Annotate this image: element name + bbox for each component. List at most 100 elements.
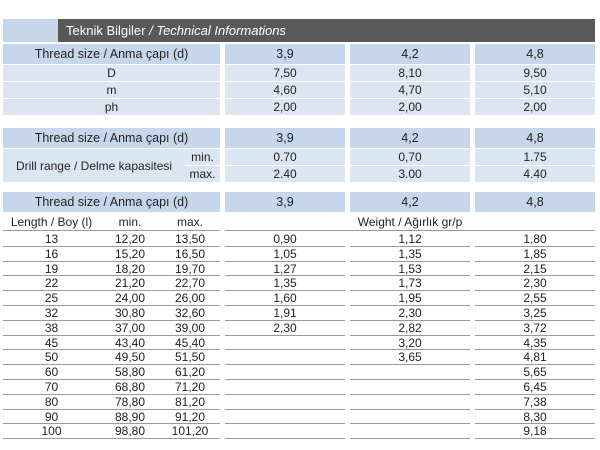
- thread-size: 4,2: [350, 128, 470, 148]
- length-cell: 15,20: [100, 247, 160, 262]
- weight-cell: 4,81: [475, 350, 595, 366]
- length-cell: 45: [3, 336, 100, 351]
- thread-size: 4,8: [475, 128, 595, 148]
- weight-cell: [225, 395, 345, 410]
- weight-cell: 1,73: [350, 276, 470, 292]
- weight-cell: [225, 336, 345, 351]
- weight-cell: 3,20: [350, 336, 470, 351]
- value: 2,00: [475, 99, 595, 115]
- value: 4,70: [350, 82, 470, 98]
- weight-cell: 2,30: [475, 276, 595, 292]
- length-cell: 68,80: [100, 380, 160, 395]
- weight-cell: [350, 380, 470, 395]
- value: 4,60: [225, 82, 345, 98]
- weight-cell: [350, 424, 470, 440]
- sub-label: max.: [185, 166, 220, 182]
- length-cell: 13,50: [160, 232, 220, 247]
- header-label: Thread size / Anma çapı (d): [3, 128, 220, 148]
- weight-cell: 6,45: [475, 380, 595, 395]
- length-cell: 78,80: [100, 395, 160, 410]
- length-cell: 100: [3, 424, 100, 440]
- length-cell: 50: [3, 350, 100, 366]
- length-cell: 101,20: [160, 424, 220, 440]
- weight-cell: [350, 365, 470, 380]
- weight-cell: 1,27: [225, 262, 345, 277]
- weight-cell: 1,35: [225, 276, 345, 292]
- weight-cell: 1,91: [225, 306, 345, 321]
- length-cell: 21,20: [100, 276, 160, 292]
- length-cell: 45,40: [160, 336, 220, 351]
- weight-cell: 7,38: [475, 395, 595, 410]
- length-cell: 71,20: [160, 380, 220, 395]
- value: 2.40: [225, 166, 345, 182]
- weight-cell: 3,72: [475, 321, 595, 336]
- value: 4.40: [475, 166, 595, 182]
- length-cell: 61,20: [160, 365, 220, 380]
- value: 9,50: [475, 65, 595, 81]
- length-cell: 70: [3, 380, 100, 395]
- length-cell: 80: [3, 395, 100, 410]
- length-cell: 22,70: [160, 276, 220, 292]
- thread-size: 4,2: [350, 192, 470, 212]
- column-header: Weight / Ağırlık gr/p: [225, 213, 595, 231]
- length-cell: 98,80: [100, 424, 160, 440]
- length-cell: 25: [3, 291, 100, 306]
- value: 0.70: [225, 149, 345, 165]
- header-subtitle: / Technical Informations: [149, 23, 286, 38]
- weight-cell: [350, 410, 470, 425]
- weight-cell: [225, 365, 345, 380]
- weight-cell: [225, 350, 345, 366]
- weight-cell: 2,30: [350, 306, 470, 321]
- column-header: min.: [100, 213, 160, 231]
- weight-cell: 1,53: [350, 262, 470, 277]
- length-cell: 39,00: [160, 321, 220, 336]
- row-label: ph: [3, 99, 220, 115]
- weight-cell: 2,82: [350, 321, 470, 336]
- length-cell: 81,20: [160, 395, 220, 410]
- weight-cell: 5,65: [475, 365, 595, 380]
- value: 2,00: [225, 99, 345, 115]
- length-cell: 13: [3, 232, 100, 247]
- length-cell: 43,40: [100, 336, 160, 351]
- length-cell: 91,20: [160, 410, 220, 425]
- value: 5,10: [475, 82, 595, 98]
- length-cell: 32: [3, 306, 100, 321]
- value: 2,00: [350, 99, 470, 115]
- length-cell: 58,80: [100, 365, 160, 380]
- length-cell: 16,50: [160, 247, 220, 262]
- weight-cell: 2,55: [475, 291, 595, 306]
- length-cell: 16: [3, 247, 100, 262]
- thread-size: 3,9: [225, 192, 345, 212]
- header-title: Teknik Bilgiler: [66, 23, 146, 38]
- weight-cell: 1,05: [225, 247, 345, 262]
- weight-cell: 1,35: [350, 247, 470, 262]
- length-cell: 22: [3, 276, 100, 292]
- row-label: Drill range / Delme kapasitesi: [3, 149, 185, 182]
- length-cell: 60: [3, 365, 100, 380]
- weight-cell: [225, 410, 345, 425]
- weight-cell: [225, 380, 345, 395]
- length-cell: 38: [3, 321, 100, 336]
- length-cell: 37,00: [100, 321, 160, 336]
- column-header: max.: [160, 213, 220, 231]
- weight-cell: 1,80: [475, 232, 595, 247]
- length-cell: 51,50: [160, 350, 220, 366]
- length-cell: 30,80: [100, 306, 160, 321]
- weight-cell: 8,30: [475, 410, 595, 425]
- thread-size: 4,8: [475, 192, 595, 212]
- weight-cell: 3,25: [475, 306, 595, 321]
- weight-cell: 9,18: [475, 424, 595, 440]
- length-cell: 90: [3, 410, 100, 425]
- weight-cell: 2,15: [475, 262, 595, 277]
- value: 8,10: [350, 65, 470, 81]
- header-bar: Teknik Bilgiler / Technical Informations: [58, 19, 595, 42]
- weight-cell: 1,95: [350, 291, 470, 306]
- value: 7,50: [225, 65, 345, 81]
- value: 0,70: [350, 149, 470, 165]
- length-cell: 19,70: [160, 262, 220, 277]
- weight-cell: [350, 395, 470, 410]
- weight-cell: 3,65: [350, 350, 470, 366]
- length-cell: 88,90: [100, 410, 160, 425]
- header-label: Thread size / Anma çapı (d): [3, 192, 220, 212]
